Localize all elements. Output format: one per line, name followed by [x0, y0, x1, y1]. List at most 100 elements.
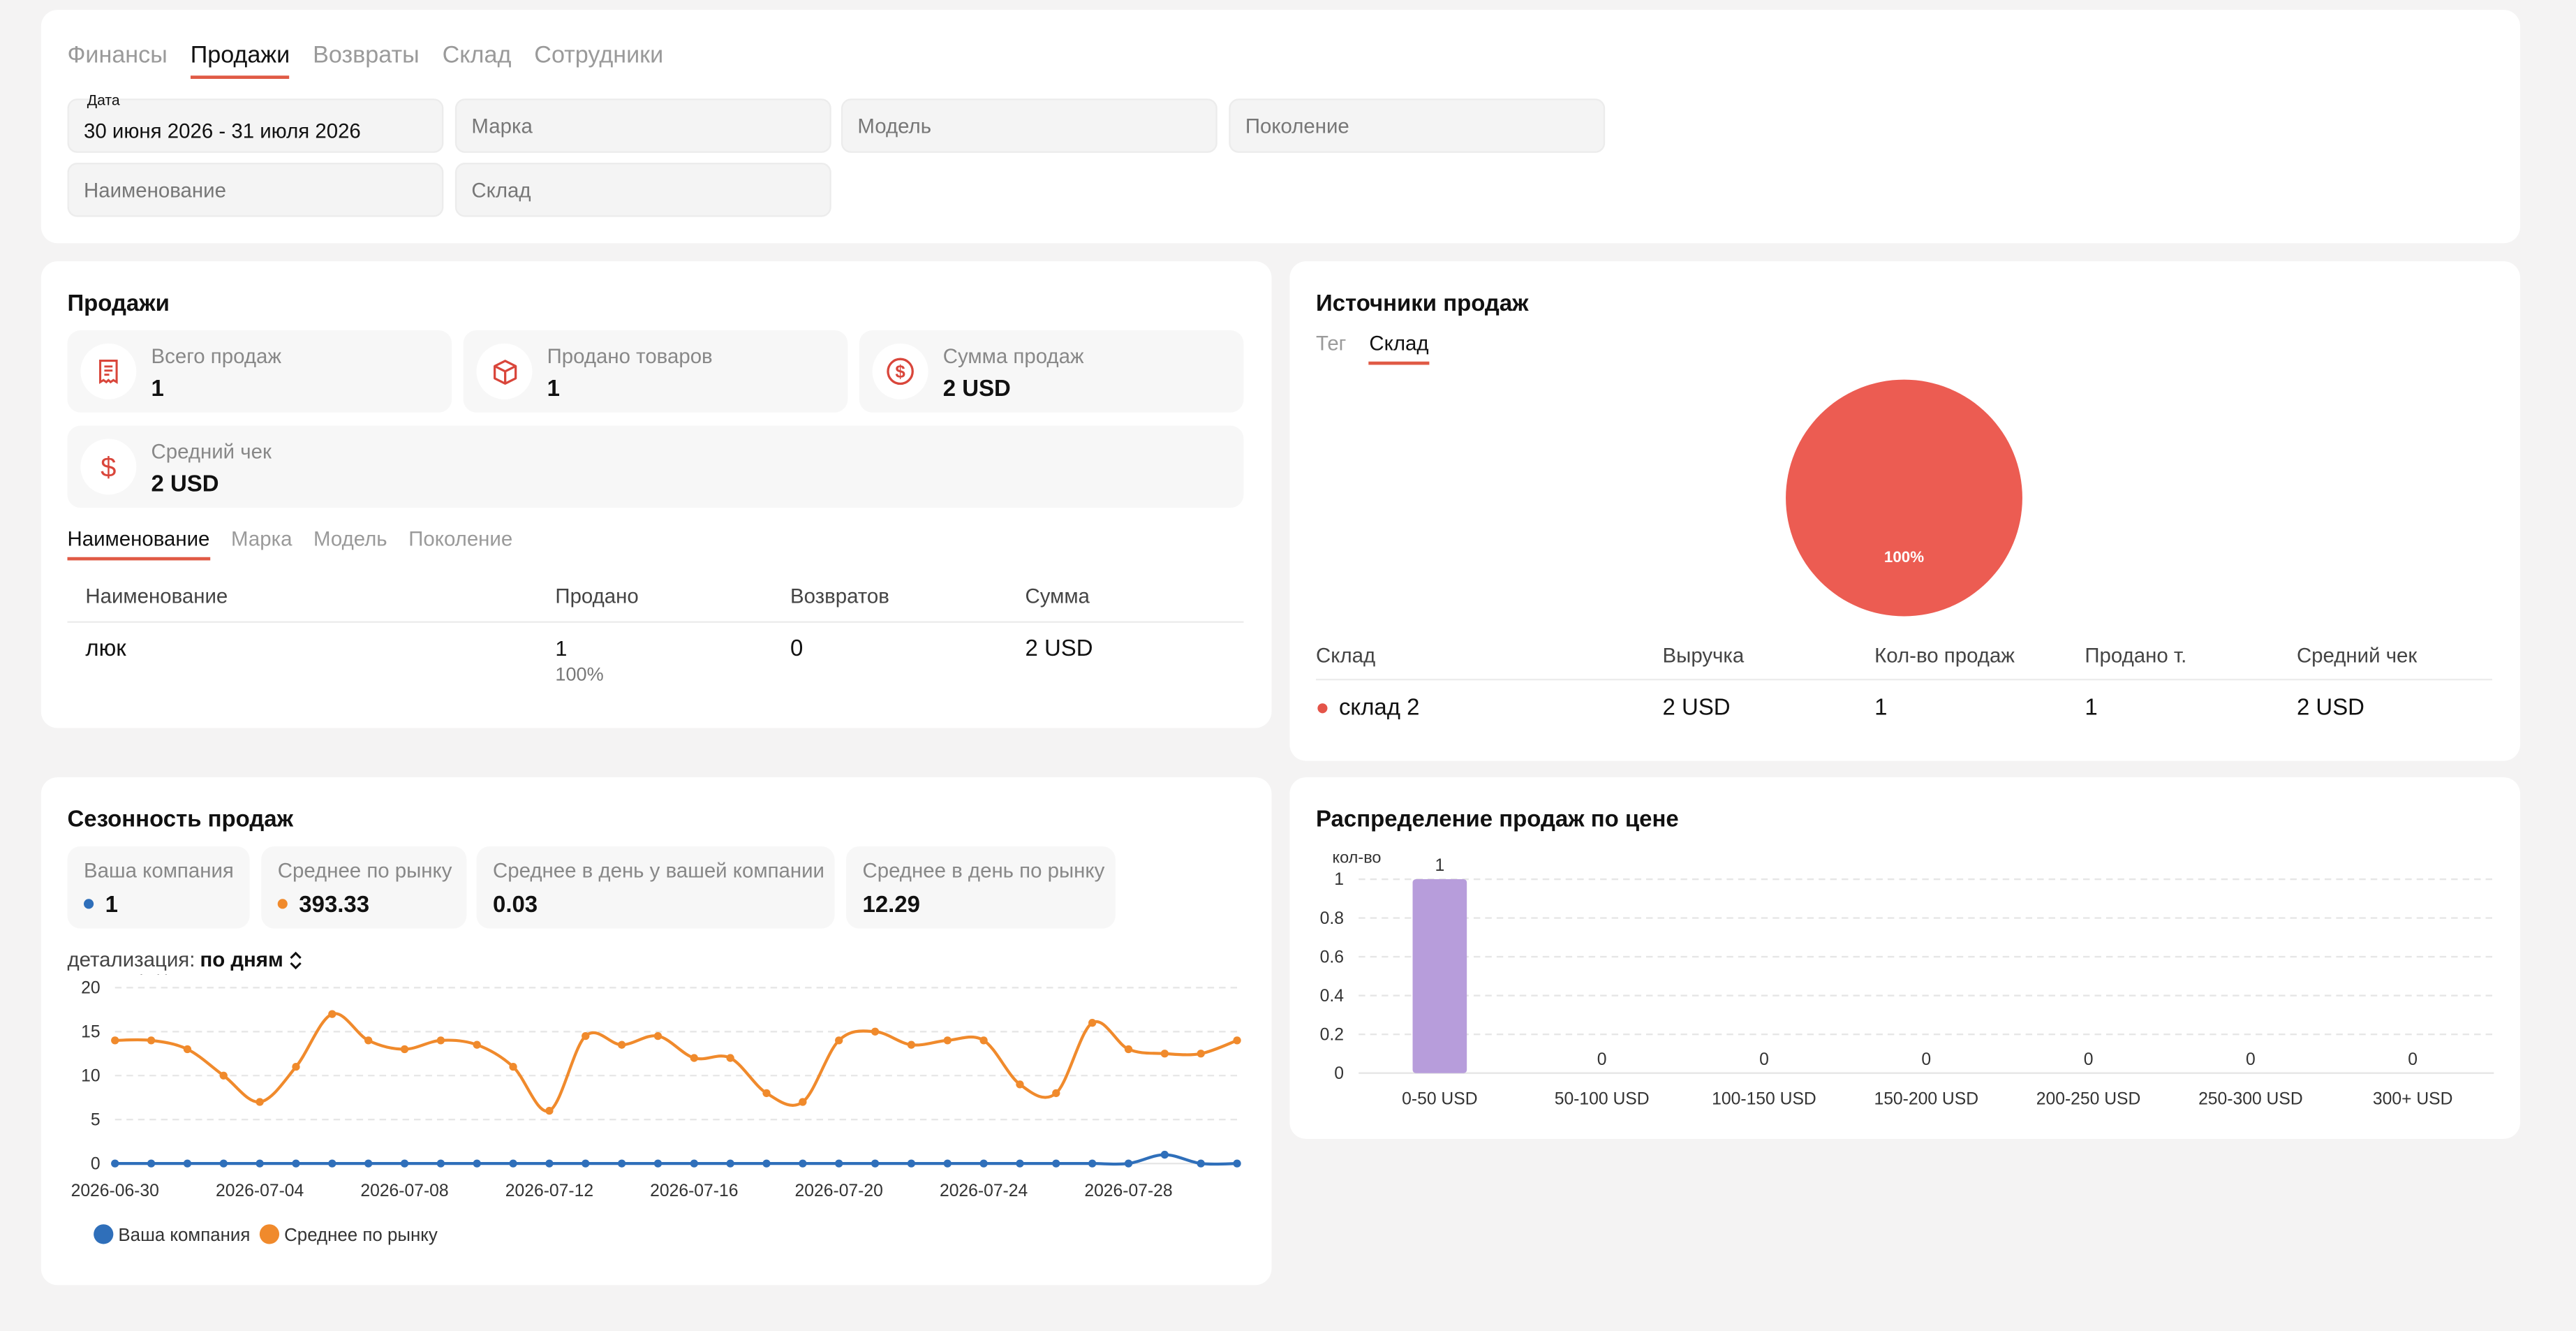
stat-label: Сумма продаж	[942, 345, 1084, 369]
tab-sales[interactable]: Продажи	[190, 43, 290, 79]
col-sales-count: Кол-во продаж	[1874, 644, 2015, 668]
data-point	[1197, 1159, 1205, 1168]
date-label: Дата	[87, 91, 120, 109]
divider	[67, 621, 1244, 623]
legend-marker	[259, 1224, 280, 1244]
data-point	[436, 1036, 445, 1045]
bar-value-label: 0	[1597, 1050, 1607, 1069]
data-point	[1197, 1050, 1205, 1058]
col-items-sold: Продано т.	[2085, 644, 2187, 668]
tab-model[interactable]: Модель	[313, 527, 387, 551]
metric-label: Среднее в день у вашей компании	[492, 859, 824, 883]
legend-label: Среднее по рынку	[284, 1226, 438, 1245]
stat-value: 1	[547, 374, 561, 402]
row-sold-pct: 100%	[555, 666, 604, 686]
data-point	[1088, 1159, 1097, 1168]
metric-daily-market: Среднее в день по рынку 12.29	[845, 846, 1116, 929]
x-tick-label: 250-300 USD	[2198, 1089, 2303, 1108]
data-point	[653, 1031, 662, 1040]
data-point	[256, 1159, 264, 1168]
stat-average-check: $ Средний чек 2 USD	[67, 425, 1244, 508]
bar-value-label: 0	[2084, 1050, 2094, 1069]
x-tick-label: 2026-07-08	[360, 1182, 448, 1200]
metric-label: Ваша компания	[84, 859, 234, 883]
tab-finances[interactable]: Финансы	[67, 43, 168, 69]
sources-tabs: Тег Склад	[1316, 332, 1429, 365]
data-point	[617, 1159, 626, 1168]
tab-brand[interactable]: Марка	[231, 527, 293, 551]
col-warehouse: Склад	[1316, 644, 1376, 668]
filters-card: Финансы Продажи Возвраты Склад Сотрудник…	[40, 10, 2520, 244]
row-sum: 2 USD	[1025, 634, 1093, 661]
tab-generation[interactable]: Поколение	[408, 527, 513, 551]
data-point	[364, 1159, 373, 1168]
tab-tag[interactable]: Тег	[1316, 332, 1347, 355]
bar-value-label: 0	[2246, 1050, 2256, 1069]
row-returns: 0	[790, 634, 804, 661]
data-point	[1016, 1080, 1024, 1089]
data-point	[147, 1036, 156, 1045]
sales-group-tabs: Наименование Марка Модель Поколение	[67, 527, 513, 561]
tab-warehouse[interactable]: Склад	[442, 43, 512, 69]
data-point	[111, 1036, 119, 1045]
data-point	[871, 1027, 880, 1036]
data-point	[1160, 1150, 1169, 1159]
data-point	[111, 1159, 119, 1168]
box-icon	[476, 343, 533, 399]
divider	[1316, 678, 2492, 681]
seasonality-line-chart: кол-во продаж051015202026-06-302026-07-0…	[71, 975, 1241, 1245]
x-tick-label: 2026-06-30	[71, 1182, 159, 1200]
sources-card: Источники продаж Тег Склад 100% Склад Вы…	[1289, 261, 2520, 761]
data-point	[1016, 1159, 1024, 1168]
detail-label: детализация:	[67, 948, 195, 971]
y-tick-label: 0.2	[1320, 1025, 1344, 1044]
col-revenue: Выручка	[1662, 644, 1745, 668]
data-point	[1233, 1036, 1241, 1045]
tab-name[interactable]: Наименование	[67, 527, 210, 561]
data-point	[183, 1045, 192, 1054]
generation-field[interactable]: Поколение	[1229, 98, 1606, 153]
data-point	[617, 1040, 626, 1049]
x-tick-label: 2026-07-12	[505, 1182, 593, 1200]
metric-value: 393.33	[299, 890, 370, 918]
tab-employees[interactable]: Сотрудники	[534, 43, 664, 69]
stat-value: 1	[151, 374, 164, 402]
price-dist-title: Распределение продаж по цене	[1316, 805, 1679, 832]
data-point	[219, 1071, 228, 1080]
data-point	[328, 1010, 336, 1018]
y-tick-label: 0.4	[1320, 987, 1344, 1006]
col-average-check: Средний чек	[2296, 644, 2418, 668]
series-line-0	[114, 1153, 1238, 1166]
brand-field[interactable]: Марка	[454, 98, 831, 153]
data-point	[1233, 1159, 1241, 1168]
sales-card: Продажи Всего продаж 1 Продано товаров 1…	[40, 261, 1272, 728]
data-point	[943, 1159, 952, 1168]
orange-dot	[277, 899, 288, 909]
warehouse-field[interactable]: Склад	[454, 162, 831, 217]
bar-value-label: 1	[1435, 856, 1444, 875]
legend-marker	[94, 1224, 114, 1244]
col-returns: Возвратов	[790, 584, 889, 608]
pie-slice-warehouse-2[interactable]	[1786, 379, 2022, 617]
model-field[interactable]: Модель	[841, 98, 1217, 153]
svg-text:$: $	[101, 452, 116, 481]
data-point	[473, 1040, 481, 1049]
row-warehouse: склад 2	[1338, 693, 1420, 720]
stat-value: 2 USD	[942, 374, 1011, 402]
date-range-field[interactable]: 30 июня 2026 - 31 июля 2026	[67, 98, 444, 153]
name-field[interactable]: Наименование	[67, 162, 444, 217]
tab-warehouse[interactable]: Склад	[1369, 332, 1429, 365]
data-point	[799, 1159, 807, 1168]
tab-returns[interactable]: Возвраты	[313, 43, 420, 69]
data-point	[183, 1159, 192, 1168]
detail-selector[interactable]: детализация: по дням	[67, 948, 304, 971]
data-point	[762, 1089, 771, 1098]
y-tick-label: 10	[81, 1066, 100, 1085]
data-point	[1160, 1050, 1169, 1058]
row-name: люк	[85, 634, 126, 661]
bar	[1412, 879, 1467, 1073]
chevron-updown-icon	[290, 950, 302, 969]
price-distribution-card: Распределение продаж по цене кол-во 0 0.2 0…	[1289, 777, 2520, 1139]
x-tick-label: 2026-07-20	[795, 1182, 883, 1200]
data-point	[147, 1159, 156, 1168]
